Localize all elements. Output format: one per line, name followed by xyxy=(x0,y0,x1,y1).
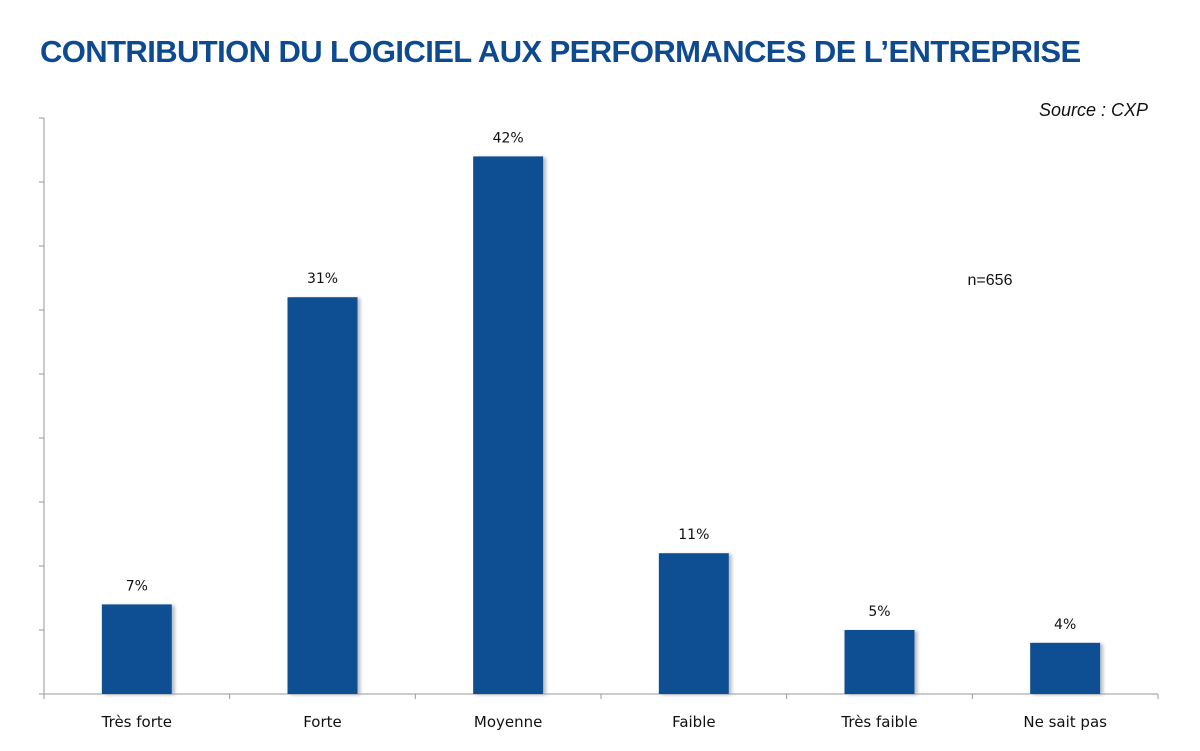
data-label: 4% xyxy=(1054,617,1076,633)
bar xyxy=(101,604,172,694)
x-tick-label: Ne sait pas xyxy=(1023,713,1107,731)
source-note: Source : CXP xyxy=(1039,100,1148,120)
bars xyxy=(101,156,1101,694)
x-tick-label: Faible xyxy=(672,713,716,731)
bar xyxy=(844,630,915,694)
axes xyxy=(39,117,1159,699)
category-labels: Très forte Forte Moyenne Faible Très faible N… xyxy=(101,713,1107,731)
x-tick-label: Moyenne xyxy=(474,713,542,731)
x-tick-label: Très faible xyxy=(840,713,917,731)
bar xyxy=(473,156,544,694)
value-labels: 7% 31% 42% 11% 5% 4% xyxy=(126,130,1077,632)
bar xyxy=(1030,642,1101,694)
bar xyxy=(658,553,729,694)
data-label: 42% xyxy=(493,130,524,146)
bar xyxy=(287,297,358,694)
data-label: 5% xyxy=(868,604,890,620)
data-label: 7% xyxy=(126,578,148,594)
data-label: 11% xyxy=(678,527,709,543)
sample-size-note: n=656 xyxy=(968,272,1013,289)
x-tick-label: Très forte xyxy=(101,713,172,731)
data-label: 31% xyxy=(307,271,338,287)
chart-title: CONTRIBUTION DU LOGICIEL AUX PERFORMANCE… xyxy=(40,34,1081,69)
x-tick-label: Forte xyxy=(303,713,342,731)
